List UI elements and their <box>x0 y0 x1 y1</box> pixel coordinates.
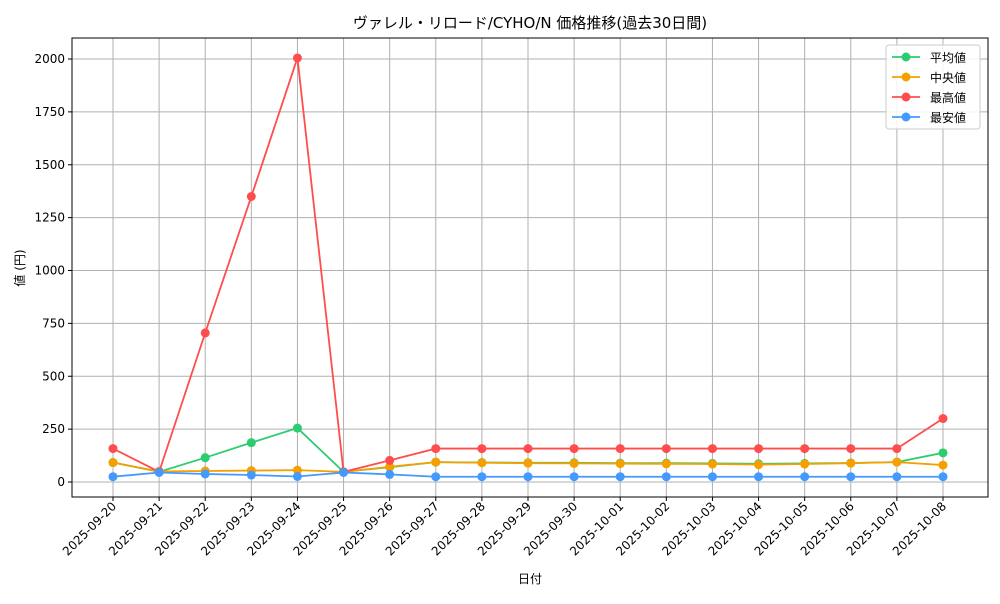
data-point <box>431 457 441 467</box>
data-point <box>707 459 717 469</box>
data-point <box>523 472 533 482</box>
data-point <box>200 469 210 479</box>
x-axis-label: 日付 <box>518 572 542 586</box>
data-point <box>385 469 395 479</box>
data-point <box>938 472 948 482</box>
data-point <box>892 472 902 482</box>
data-point <box>661 472 671 482</box>
data-point <box>477 444 487 454</box>
data-point <box>431 444 441 454</box>
data-point <box>339 467 349 477</box>
data-point <box>938 414 948 424</box>
data-point <box>108 444 118 454</box>
data-point <box>246 470 256 480</box>
data-point <box>846 472 856 482</box>
data-point <box>800 459 810 469</box>
data-point <box>938 460 948 470</box>
data-point <box>385 455 395 465</box>
data-point <box>108 472 118 482</box>
data-point <box>292 465 302 475</box>
data-point <box>615 459 625 469</box>
data-point <box>569 444 579 454</box>
legend-marker <box>901 92 911 102</box>
data-point <box>477 458 487 468</box>
data-point <box>800 444 810 454</box>
legend-label: 中央値 <box>930 70 966 85</box>
data-point <box>892 444 902 454</box>
data-point <box>154 467 164 477</box>
legend-marker <box>901 72 911 82</box>
y-tick-label: 0 <box>57 475 65 489</box>
data-point <box>846 444 856 454</box>
data-point <box>431 472 441 482</box>
legend-marker <box>901 112 911 122</box>
plot-area-frame <box>71 37 989 498</box>
y-axis-label: 値 (円) <box>12 249 27 286</box>
data-point <box>292 472 302 482</box>
data-point <box>938 448 948 458</box>
legend-marker <box>901 52 911 62</box>
data-point <box>615 444 625 454</box>
chart-title: ヴァレル・リロード/CYHO/N 価格推移(過去30日間) <box>353 14 707 32</box>
y-tick-label: 500 <box>42 369 65 383</box>
data-point <box>292 53 302 63</box>
y-tick-label: 1500 <box>34 158 65 172</box>
legend-label: 最安値 <box>930 110 966 125</box>
y-tick-label: 2000 <box>34 52 65 66</box>
legend-label: 最高値 <box>930 90 966 105</box>
data-point <box>754 460 764 470</box>
data-point <box>200 328 210 338</box>
data-point <box>569 472 579 482</box>
y-tick-label: 1250 <box>34 211 65 225</box>
data-point <box>800 472 810 482</box>
data-point <box>707 472 717 482</box>
data-point <box>292 423 302 433</box>
data-point <box>523 444 533 454</box>
data-point <box>754 444 764 454</box>
data-point <box>477 472 487 482</box>
data-point <box>385 462 395 472</box>
data-point <box>246 191 256 201</box>
y-tick-label: 1000 <box>34 264 65 278</box>
data-point <box>200 453 210 463</box>
data-point <box>523 458 533 468</box>
data-point <box>108 458 118 468</box>
data-point <box>661 459 671 469</box>
data-point <box>754 472 764 482</box>
data-point <box>569 458 579 468</box>
data-point <box>846 458 856 468</box>
data-point <box>707 444 717 454</box>
data-point <box>615 472 625 482</box>
y-tick-label: 1750 <box>34 105 65 119</box>
legend-label: 平均値 <box>930 50 966 65</box>
y-tick-label: 250 <box>42 422 65 436</box>
data-point <box>661 444 671 454</box>
data-point <box>892 457 902 467</box>
y-tick-label: 750 <box>42 316 65 330</box>
data-point <box>246 438 256 448</box>
